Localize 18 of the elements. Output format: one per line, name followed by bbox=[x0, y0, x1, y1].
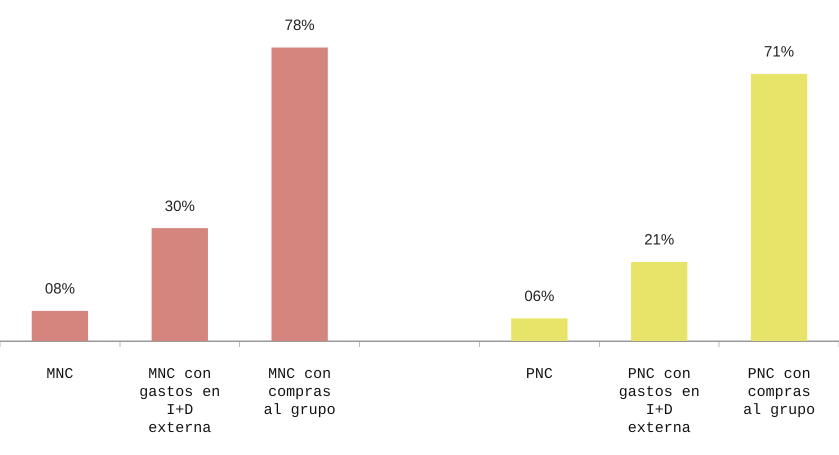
data-label: 06% bbox=[524, 288, 554, 306]
data-label: 78% bbox=[284, 17, 315, 34]
bar bbox=[152, 228, 208, 341]
x-tick-label: PNC bbox=[526, 366, 553, 383]
x-tick-label: MNC con gastos en I+D externa bbox=[139, 366, 220, 437]
x-tick-label: PNC con compras al grupo bbox=[743, 366, 816, 419]
x-tick-label: MNC con compras al grupo bbox=[264, 366, 336, 419]
bar bbox=[32, 310, 88, 341]
data-label: 30% bbox=[164, 198, 195, 215]
data-label: 71% bbox=[764, 44, 794, 61]
bar bbox=[631, 262, 688, 341]
bar bbox=[511, 318, 568, 341]
x-tick-label: MNC bbox=[46, 366, 74, 383]
data-label: 08% bbox=[44, 280, 75, 298]
x-tick-label: PNC con gastos en I+D externa bbox=[618, 366, 700, 437]
bar bbox=[750, 74, 808, 341]
data-label: 21% bbox=[644, 232, 674, 249]
bar bbox=[271, 48, 328, 341]
